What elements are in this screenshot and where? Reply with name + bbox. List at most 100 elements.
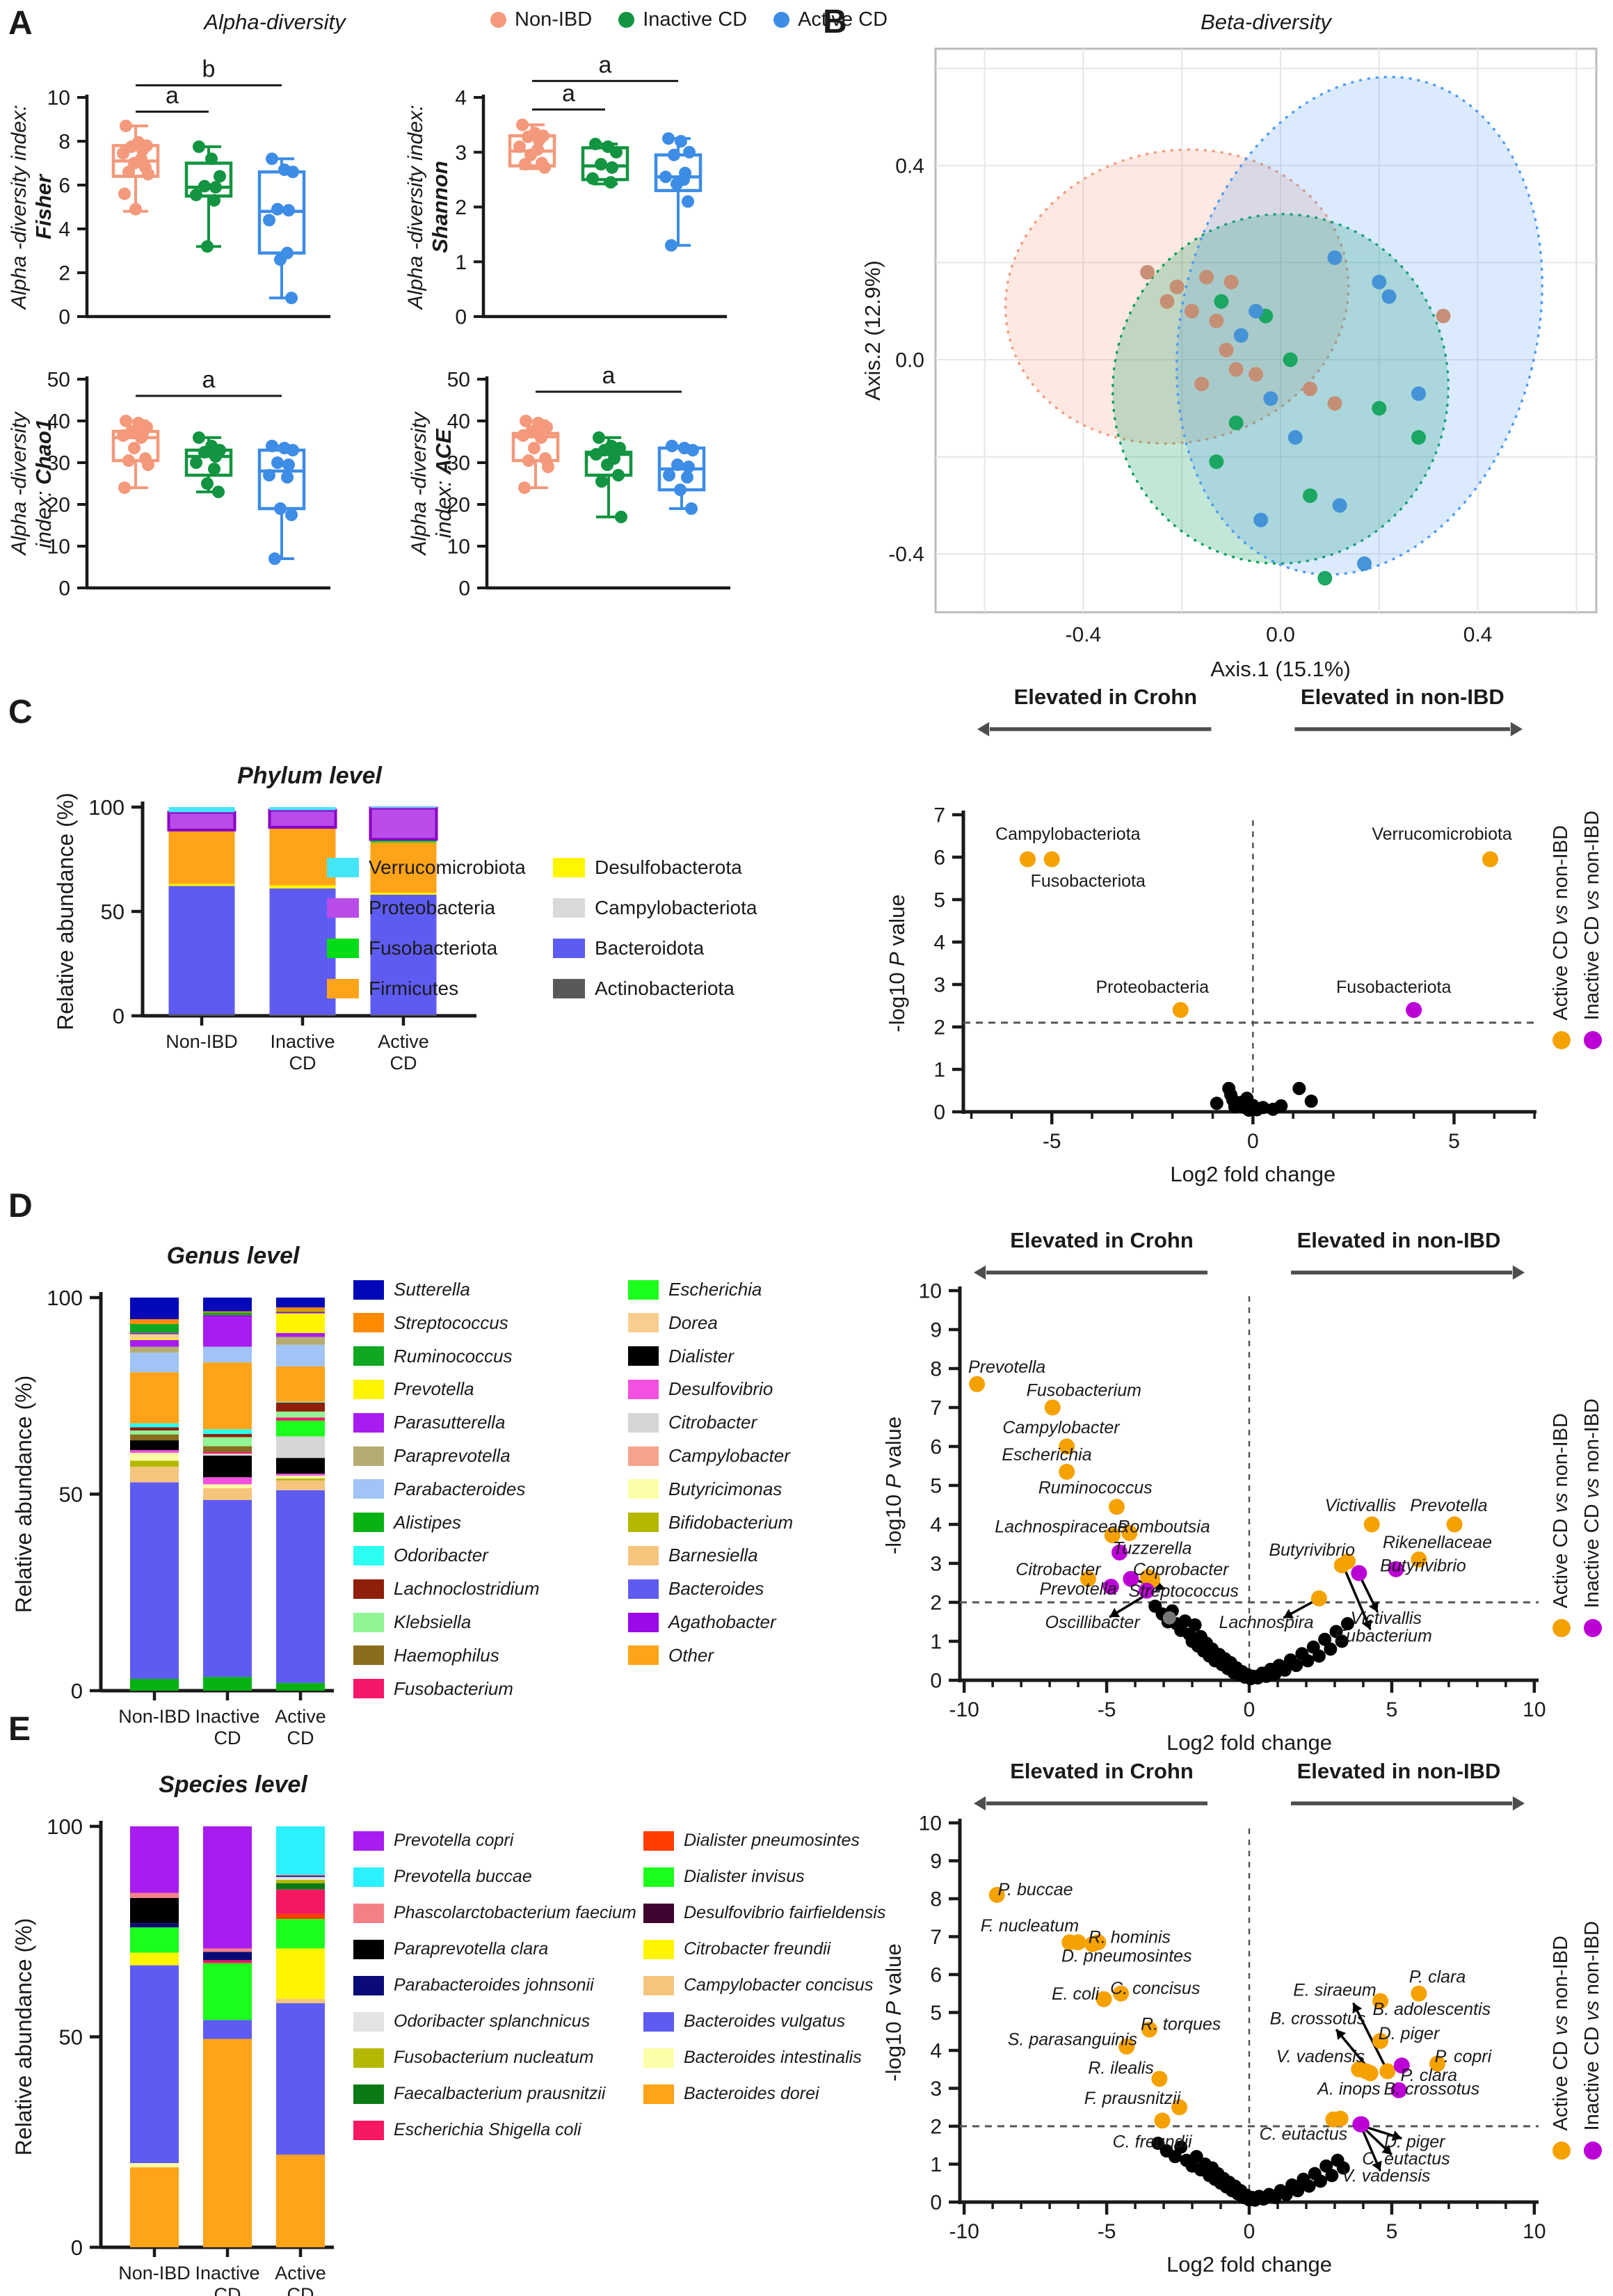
x-tick-label: 10 [1523, 1698, 1546, 1721]
legend-item: Fusobacterium nucleatum [353, 2048, 594, 2068]
x-category-label: CD [289, 1053, 316, 1074]
legend-swatch-icon [353, 1612, 384, 1632]
data-point [1291, 2184, 1305, 2198]
data-point [1372, 401, 1387, 416]
taxon-point [1446, 1516, 1463, 1533]
data-point [118, 187, 131, 200]
x-tick-label: -5 [1043, 1130, 1061, 1153]
legend-item: Prevotella [353, 1378, 474, 1400]
elevated-in-crohn-header: Elevated in Crohn [1010, 1228, 1194, 1252]
bar-segment [369, 806, 438, 841]
arrowhead [974, 1265, 986, 1280]
y-tick-label: 1 [930, 1631, 942, 1654]
taxon-label: Coprobacter [1133, 1560, 1230, 1579]
x-tick-label: 0 [1244, 1698, 1255, 1721]
legend-item: Barnesiella [628, 1545, 758, 1566]
data-point [685, 502, 698, 515]
y-tick-label: 2 [930, 2116, 942, 2139]
legend-item: Campylobacteriota [553, 897, 757, 919]
taxon-label: E. coli [1052, 1984, 1100, 2004]
legend-item: Agathobacter [628, 1611, 776, 1633]
x-axis-label: Log2 fold change [1170, 1162, 1335, 1186]
data-point [1219, 342, 1234, 358]
data-point [1228, 362, 1244, 377]
y-tick-label: 50 [47, 369, 70, 392]
legend-label: Prevotella buccae [394, 1867, 532, 1886]
y-tick-label: 7 [933, 804, 945, 827]
bar-segment [203, 1315, 252, 1318]
taxon-point [1333, 1557, 1350, 1574]
legend-swatch-icon [353, 1279, 384, 1300]
data-point [1169, 279, 1185, 294]
data-point [193, 140, 205, 153]
group-legend: Non-IBD Inactive CD Active CD [490, 8, 888, 31]
x-tick-label: 10 [1523, 2220, 1546, 2243]
y-tick-label: 0 [71, 2235, 83, 2260]
legend-item: Streptococcus [353, 1312, 508, 1334]
legend-item: Actinobacteriota [553, 978, 735, 1000]
data-point [535, 431, 547, 444]
taxon-label: Tuzzerella [1113, 1538, 1192, 1558]
legend-item: Desulfovibrio fairfieldensis [643, 1903, 885, 1923]
legend-swatch-icon [353, 1975, 384, 1995]
taxon-point [1059, 1438, 1075, 1455]
y-axis-label: Axis.2 (12.9%) [860, 260, 885, 401]
arrowhead [1391, 2130, 1402, 2141]
taxon-label: S. parasanguinis [1008, 2030, 1137, 2049]
legend-label: Parasutterella [394, 1412, 506, 1433]
legend-swatch-icon [628, 1612, 659, 1632]
data-point [513, 140, 526, 153]
y-tick-label: 0 [58, 306, 70, 329]
bar-segment [203, 1346, 252, 1363]
data-point [1303, 488, 1318, 503]
x-tick-label: 0 [1247, 1130, 1259, 1153]
legend-swatch-icon [553, 858, 585, 877]
arrowhead [1362, 1619, 1372, 1630]
elevated-in-crohn-header: Elevated in Crohn [1010, 1759, 1194, 1783]
bar-segment [276, 1919, 325, 1949]
x-category-label: Active [378, 1031, 429, 1052]
data-point [1319, 2159, 1333, 2173]
data-point [282, 204, 295, 217]
taxon-point [1358, 2063, 1374, 2080]
x-tick-label: -10 [949, 1698, 979, 1721]
data-point [1372, 274, 1387, 289]
legend-item: Escherichia [628, 1279, 762, 1300]
y-axis-label: Relative abundance (%) [11, 1918, 36, 2156]
taxon-label: R. torques [1141, 2015, 1221, 2034]
data-point [120, 119, 132, 132]
taxon-label: Oscillibacter [1045, 1613, 1141, 1632]
data-point [1189, 2150, 1203, 2164]
data-point [212, 486, 225, 498]
legend-swatch-icon [643, 1975, 674, 1995]
y-tick-label: 5 [930, 1475, 942, 1498]
legend-swatch-icon [353, 1479, 384, 1499]
legend-item: Faecalbacterium prausnitzii [353, 2084, 605, 2104]
bar-segment [130, 1466, 179, 1483]
legend-item: Sutterella [353, 1279, 470, 1300]
sig-label: a [562, 80, 575, 106]
legend-item: Verrucomicrobiota [327, 856, 526, 879]
sig-label: a [602, 362, 616, 389]
side-legend-column: Active CD vs non-IBD [1550, 1936, 1573, 2160]
bar-segment [130, 1460, 179, 1467]
taxon-label: Fusobacteriota [1031, 871, 1146, 891]
bar-segment [276, 1475, 325, 1478]
data-point [201, 477, 214, 490]
bar-segment [203, 1453, 252, 1456]
bar-segment [269, 888, 336, 1015]
legend-label: Escherichia Shigella coli [394, 2120, 581, 2139]
data-point [1184, 303, 1199, 319]
y-tick-label: 4 [58, 218, 70, 241]
data-point [198, 180, 211, 193]
bar-segment [370, 843, 437, 893]
bar-segment [168, 884, 235, 886]
y-axis-index-name: index: ACE [431, 428, 456, 538]
sig-label: a [166, 82, 179, 109]
arrowhead [977, 722, 990, 737]
data-point [285, 292, 298, 305]
arrowhead [1512, 1796, 1525, 1811]
y-tick-label: 10 [47, 87, 70, 110]
taxon-point [1102, 1579, 1119, 1595]
taxon-point [1151, 2071, 1168, 2087]
